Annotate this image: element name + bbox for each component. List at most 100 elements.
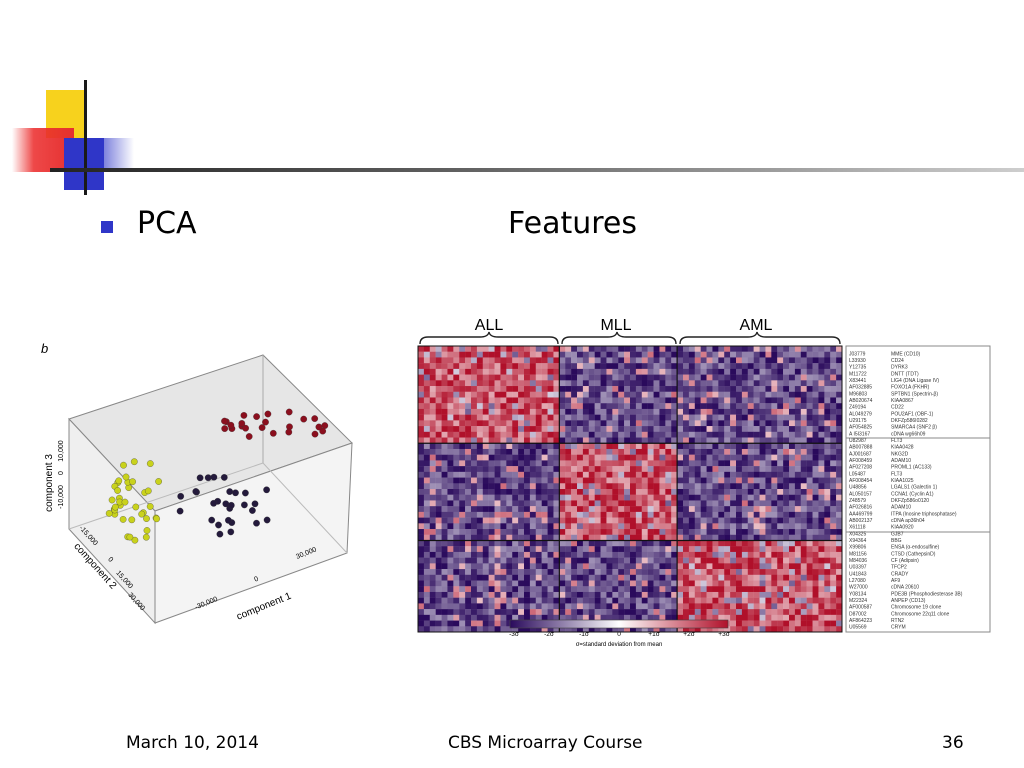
heatmap-cell (800, 431, 807, 438)
heatmap-cell (836, 557, 843, 564)
heatmap-cell (488, 391, 495, 398)
gene-name: FOXO1A (FKHR) (891, 385, 930, 391)
heatmap-cell (447, 346, 454, 352)
heatmap-cell (665, 403, 672, 410)
heatmap-cell (830, 551, 837, 558)
pca-point (241, 501, 248, 509)
gene-name: GJB7 (891, 531, 904, 537)
heatmap-cell (553, 346, 560, 352)
heatmap-cell (630, 386, 637, 392)
heatmap-cell (653, 500, 660, 507)
heatmap-cell (712, 426, 719, 432)
heatmap-cell (606, 374, 613, 381)
heatmap-cell (506, 511, 513, 518)
heatmap-cell (571, 374, 578, 381)
heatmap-cell (588, 391, 595, 398)
heatmap-cell (653, 540, 660, 547)
heatmap-cell (812, 351, 819, 358)
heatmap-cell (577, 534, 584, 541)
heatmap-cell (423, 546, 430, 553)
heatmap-cell (635, 454, 642, 461)
heatmap-cell (771, 363, 778, 370)
heatmap-cell (559, 489, 566, 495)
heatmap-cell (818, 563, 825, 570)
heatmap-cell (759, 523, 766, 530)
heatmap-cell (577, 614, 584, 621)
heatmap-cell (718, 380, 725, 387)
heatmap-cell (724, 489, 731, 495)
heatmap-cell (529, 551, 536, 558)
heatmap-cell (677, 529, 684, 535)
heatmap-cell (630, 380, 637, 387)
heatmap-cell (753, 557, 760, 564)
heatmap-cell (488, 448, 495, 455)
pca-point (142, 533, 150, 541)
heatmap-cell (624, 397, 631, 404)
heatmap-cell (759, 529, 766, 535)
heatmap-cell (624, 534, 631, 541)
heatmap-cell (565, 368, 572, 375)
heatmap-cell (635, 420, 642, 427)
heatmap-cell (435, 437, 442, 444)
heatmap-cell (777, 586, 784, 593)
heatmap-cell (577, 368, 584, 375)
heatmap-cell (541, 391, 548, 398)
heatmap-cell (612, 403, 619, 410)
heatmap-cell (753, 391, 760, 398)
heatmap-cell (571, 443, 578, 450)
heatmap-cell (635, 551, 642, 558)
gene-accession-id: X04325 (849, 531, 866, 537)
heatmap-cell (488, 443, 495, 450)
heatmap-cell (665, 626, 672, 633)
heatmap-cell (559, 540, 566, 547)
color-scale-tick: -2σ (544, 631, 554, 638)
heatmap-cell (447, 609, 454, 616)
heatmap-cell (694, 466, 701, 473)
heatmap-cell (783, 551, 790, 558)
heatmap-cell (435, 346, 442, 352)
heatmap-cell (459, 443, 466, 450)
heatmap-cell (494, 403, 501, 410)
heatmap-cell (506, 489, 513, 495)
heatmap-cell (706, 477, 713, 484)
heatmap-cell (812, 397, 819, 404)
heatmap-cell (559, 534, 566, 541)
heatmap-cell (659, 591, 666, 598)
color-scale-tick: -3σ (509, 631, 519, 638)
heatmap-cell (783, 489, 790, 495)
heatmap-cell (577, 551, 584, 558)
heatmap-cell (759, 563, 766, 570)
heatmap-cell (488, 580, 495, 587)
heatmap-cell (447, 614, 454, 621)
heatmap-cell (571, 477, 578, 484)
heatmap-cell (759, 483, 766, 490)
heatmap-cell (659, 586, 666, 593)
heatmap-cell (423, 397, 430, 404)
heatmap-cell (471, 386, 478, 392)
heatmap-cell (824, 483, 831, 490)
heatmap-cell (423, 483, 430, 490)
heatmap-cell (653, 346, 660, 352)
heatmap-cell (577, 626, 584, 633)
heatmap-cell (606, 580, 613, 587)
heatmap-cell (718, 351, 725, 358)
heatmap-cell (423, 580, 430, 587)
heatmap-cell (736, 408, 743, 415)
heatmap-cell (777, 391, 784, 398)
heatmap-cell (588, 506, 595, 513)
heatmap-cell (618, 483, 625, 490)
heatmap-cell (547, 494, 554, 501)
heatmap-cell (553, 454, 560, 461)
heatmap-cell (600, 591, 607, 598)
heatmap-cell (694, 580, 701, 587)
heatmap-cell (659, 386, 666, 392)
heatmap-cell (706, 443, 713, 450)
heatmap-cell (618, 489, 625, 495)
heatmap-cell (824, 586, 831, 593)
heatmap-cell (783, 511, 790, 518)
heatmap-cell (612, 534, 619, 541)
heatmap-cell (624, 483, 631, 490)
heatmap-cell (453, 483, 460, 490)
color-scale-caption: σ=standard deviation from mean (576, 642, 663, 648)
heatmap-cell (794, 586, 801, 593)
